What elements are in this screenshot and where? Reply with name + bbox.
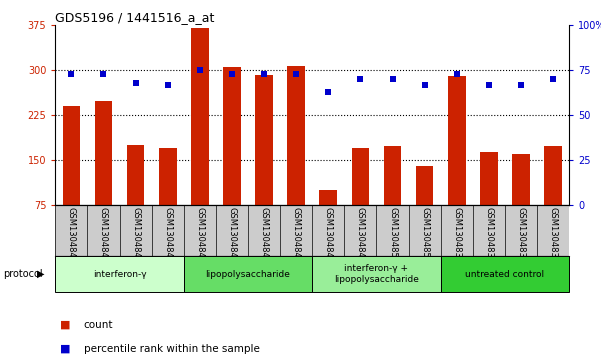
Point xyxy=(548,77,558,82)
Text: GSM1304845: GSM1304845 xyxy=(227,207,236,262)
Text: protocol: protocol xyxy=(3,269,43,279)
Bar xyxy=(545,146,562,205)
Text: GSM1304839: GSM1304839 xyxy=(549,207,558,263)
Point xyxy=(259,71,269,77)
Bar xyxy=(480,152,498,205)
Text: GSM1304836: GSM1304836 xyxy=(452,207,461,263)
Text: lipopolysaccharide: lipopolysaccharide xyxy=(206,270,290,278)
Text: GSM1304838: GSM1304838 xyxy=(516,207,525,263)
Bar xyxy=(313,256,441,292)
Bar xyxy=(383,146,401,205)
Point xyxy=(420,82,430,87)
Point xyxy=(323,89,333,95)
Point xyxy=(99,71,108,77)
Bar xyxy=(255,75,273,205)
Point xyxy=(388,77,397,82)
Text: count: count xyxy=(84,320,113,330)
Text: GSM1304846: GSM1304846 xyxy=(260,207,269,263)
Text: GSM1304843: GSM1304843 xyxy=(163,207,172,263)
Bar xyxy=(287,66,305,205)
Bar xyxy=(63,106,80,205)
Text: GSM1304848: GSM1304848 xyxy=(324,207,333,263)
Point xyxy=(356,77,365,82)
Bar xyxy=(223,68,241,205)
Bar xyxy=(448,76,466,205)
Point xyxy=(452,71,462,77)
Text: GSM1304851: GSM1304851 xyxy=(420,207,429,262)
Bar xyxy=(184,256,312,292)
Text: ■: ■ xyxy=(61,344,71,354)
Point xyxy=(67,71,76,77)
Point xyxy=(227,71,237,77)
Text: percentile rank within the sample: percentile rank within the sample xyxy=(84,344,260,354)
Bar xyxy=(320,190,337,205)
Text: ■: ■ xyxy=(61,320,71,330)
Text: untreated control: untreated control xyxy=(465,270,545,278)
Bar xyxy=(127,144,144,205)
Bar xyxy=(352,148,369,205)
Point xyxy=(195,68,204,73)
Bar xyxy=(55,256,184,292)
Text: GSM1304841: GSM1304841 xyxy=(99,207,108,262)
Bar xyxy=(441,256,569,292)
Point xyxy=(131,80,141,86)
Bar xyxy=(512,154,530,205)
Point xyxy=(516,82,526,87)
Bar xyxy=(94,102,112,205)
Bar xyxy=(191,28,209,205)
Text: GSM1304837: GSM1304837 xyxy=(484,207,493,263)
Text: GSM1304847: GSM1304847 xyxy=(291,207,300,263)
Point xyxy=(484,82,493,87)
Text: GDS5196 / 1441516_a_at: GDS5196 / 1441516_a_at xyxy=(55,11,215,24)
Point xyxy=(291,71,301,77)
Bar xyxy=(159,148,177,205)
Text: GSM1304840: GSM1304840 xyxy=(67,207,76,262)
Text: ▶: ▶ xyxy=(37,269,44,279)
Text: interferon-γ: interferon-γ xyxy=(93,270,146,278)
Bar xyxy=(416,166,433,205)
Text: GSM1304849: GSM1304849 xyxy=(356,207,365,262)
Text: GSM1304844: GSM1304844 xyxy=(195,207,204,262)
Point xyxy=(163,82,172,87)
Text: interferon-γ +
lipopolysaccharide: interferon-γ + lipopolysaccharide xyxy=(334,264,419,284)
Text: GSM1304850: GSM1304850 xyxy=(388,207,397,262)
Text: GSM1304842: GSM1304842 xyxy=(131,207,140,262)
